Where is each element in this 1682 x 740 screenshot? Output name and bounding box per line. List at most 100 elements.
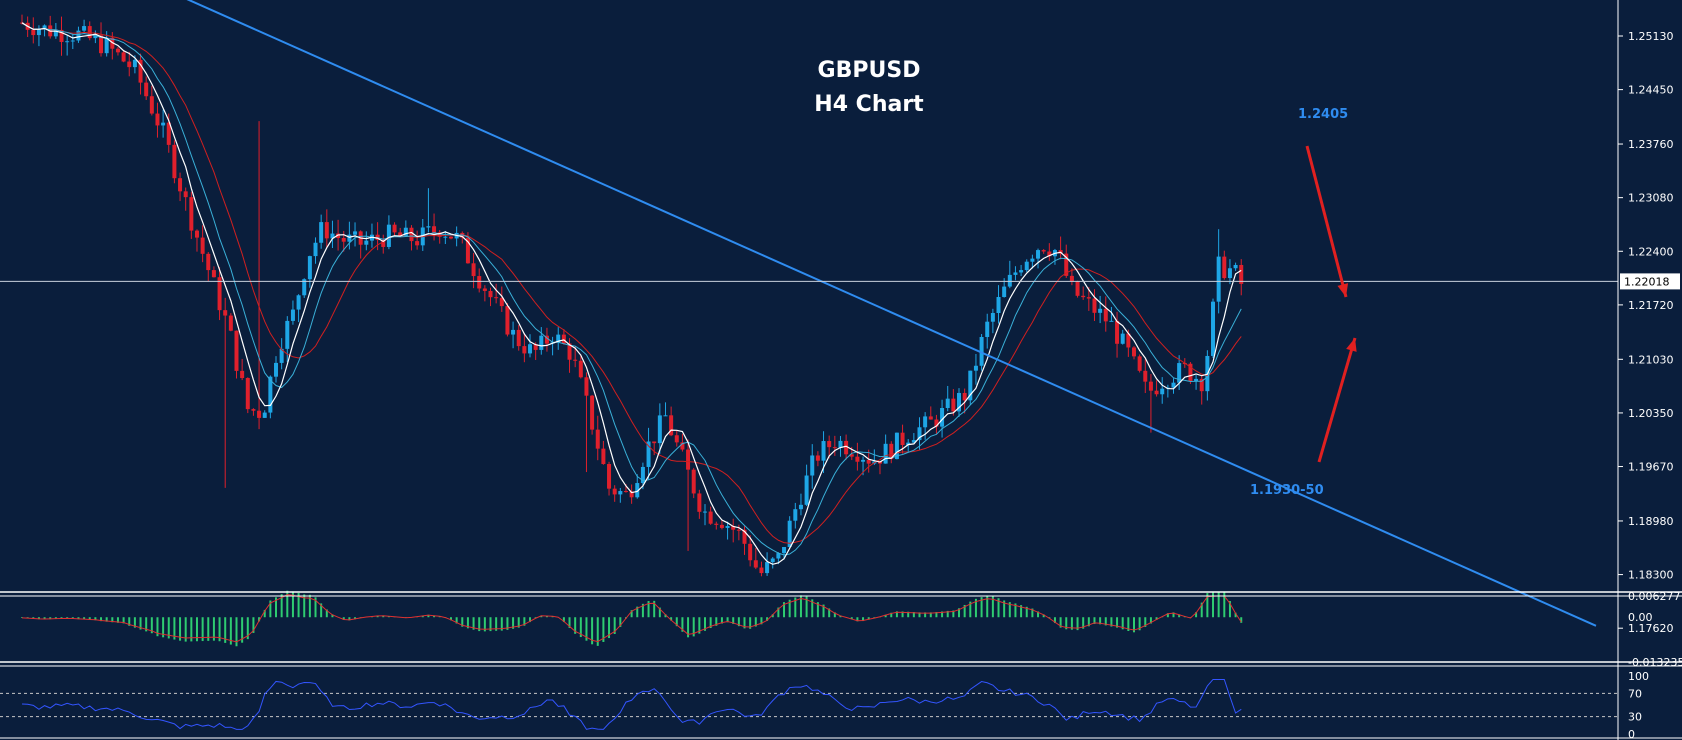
candle-body bbox=[1036, 250, 1041, 259]
candle-body bbox=[623, 491, 628, 493]
candle-body bbox=[1222, 256, 1227, 279]
candle-body bbox=[307, 256, 312, 280]
candle-body bbox=[849, 454, 854, 457]
candle-body bbox=[127, 61, 132, 68]
candle-body bbox=[240, 370, 245, 379]
candle-body bbox=[866, 459, 871, 464]
candle-body bbox=[341, 237, 346, 242]
candle-body bbox=[1064, 253, 1069, 276]
candle-body bbox=[827, 441, 832, 448]
candle-body bbox=[1126, 333, 1131, 348]
candle-body bbox=[736, 529, 741, 531]
candle-body bbox=[985, 321, 990, 337]
candle-body bbox=[686, 449, 691, 470]
candle-body bbox=[934, 419, 939, 427]
candle-body bbox=[1227, 268, 1232, 279]
candle-body bbox=[1041, 250, 1046, 252]
price-tick-label: 1.24450 bbox=[1628, 84, 1674, 97]
candle-body bbox=[1047, 251, 1052, 257]
candle-body bbox=[607, 464, 612, 489]
current-price-box bbox=[1620, 273, 1680, 290]
candle-body bbox=[528, 344, 533, 354]
candle-body bbox=[144, 82, 149, 97]
candle-body bbox=[725, 526, 730, 528]
candle-body bbox=[200, 237, 205, 254]
candle-body bbox=[1069, 275, 1074, 282]
candle-body bbox=[680, 442, 685, 450]
candle-body bbox=[477, 276, 482, 289]
macd-tick-label: 0.006277 bbox=[1628, 590, 1681, 603]
candle-body bbox=[223, 310, 228, 316]
candle-body bbox=[274, 362, 279, 377]
current-price-label: 1.22018 bbox=[1624, 275, 1670, 288]
candle-body bbox=[1103, 308, 1108, 322]
candle-body bbox=[544, 335, 549, 344]
candle-body bbox=[928, 416, 933, 420]
candle-body bbox=[505, 306, 510, 335]
candle-body bbox=[381, 239, 386, 247]
candle-body bbox=[787, 520, 792, 548]
candle-body bbox=[1019, 270, 1024, 273]
candle-body bbox=[1075, 281, 1080, 296]
price-tick-label: 1.22400 bbox=[1628, 245, 1674, 258]
candle-body bbox=[138, 59, 143, 83]
candle-body bbox=[646, 441, 651, 467]
candle-body bbox=[832, 447, 837, 449]
candle-body bbox=[522, 346, 527, 354]
candle-body bbox=[324, 222, 329, 239]
candle-body bbox=[1194, 378, 1199, 382]
candle-body bbox=[1131, 347, 1136, 357]
candle-body bbox=[494, 297, 499, 299]
candle-body bbox=[979, 336, 984, 366]
candle-body bbox=[206, 253, 211, 271]
candle-body bbox=[302, 279, 307, 296]
candle-body bbox=[810, 455, 815, 476]
candle-body bbox=[940, 408, 945, 427]
candle-body bbox=[889, 443, 894, 460]
candle-body bbox=[155, 113, 160, 126]
candle-body bbox=[917, 427, 922, 441]
candle-body bbox=[753, 560, 758, 568]
candle-body bbox=[629, 491, 634, 498]
candle-body bbox=[578, 360, 583, 378]
arrow-up-head bbox=[1346, 338, 1357, 352]
candle-body bbox=[759, 567, 764, 574]
candle-body bbox=[172, 144, 177, 179]
rsi-line bbox=[21, 678, 1242, 730]
candle-body bbox=[595, 429, 600, 449]
candle-body bbox=[957, 392, 962, 412]
candle-body bbox=[798, 504, 803, 510]
candle-body bbox=[990, 312, 995, 322]
candle-body bbox=[313, 242, 318, 257]
candle-body bbox=[968, 370, 973, 401]
rsi-tick-label: 100 bbox=[1628, 670, 1649, 683]
candle-body bbox=[1030, 258, 1035, 262]
candle-body bbox=[674, 435, 679, 443]
candle-body bbox=[99, 35, 104, 54]
candle-body bbox=[1216, 256, 1221, 302]
candle-body bbox=[1239, 264, 1244, 284]
candle-body bbox=[319, 222, 324, 243]
price-tick-label: 1.20350 bbox=[1628, 407, 1674, 420]
candle-body bbox=[708, 511, 713, 524]
candle-body bbox=[1007, 274, 1012, 287]
candle-body bbox=[657, 415, 662, 444]
chart-subtitle: H4 Chart bbox=[814, 92, 924, 117]
price-tick-label: 1.19670 bbox=[1628, 461, 1674, 474]
candle-body bbox=[1154, 390, 1159, 395]
macd-panel bbox=[21, 590, 1243, 647]
rsi-tick-label: 0 bbox=[1628, 728, 1635, 740]
candle-body bbox=[1143, 370, 1148, 382]
candle-body bbox=[65, 41, 70, 43]
candle-body bbox=[973, 365, 978, 371]
price-tick-label: 1.17620 bbox=[1628, 622, 1674, 635]
candle-body bbox=[1024, 261, 1029, 271]
candle-body bbox=[234, 330, 239, 371]
candle-body bbox=[178, 178, 183, 192]
candle-body bbox=[183, 191, 188, 198]
macd-signal-line bbox=[21, 594, 1242, 643]
candle-body bbox=[573, 359, 578, 361]
candle-body bbox=[251, 409, 256, 411]
price-tick-label: 1.18980 bbox=[1628, 515, 1674, 528]
candle-body bbox=[194, 230, 199, 238]
